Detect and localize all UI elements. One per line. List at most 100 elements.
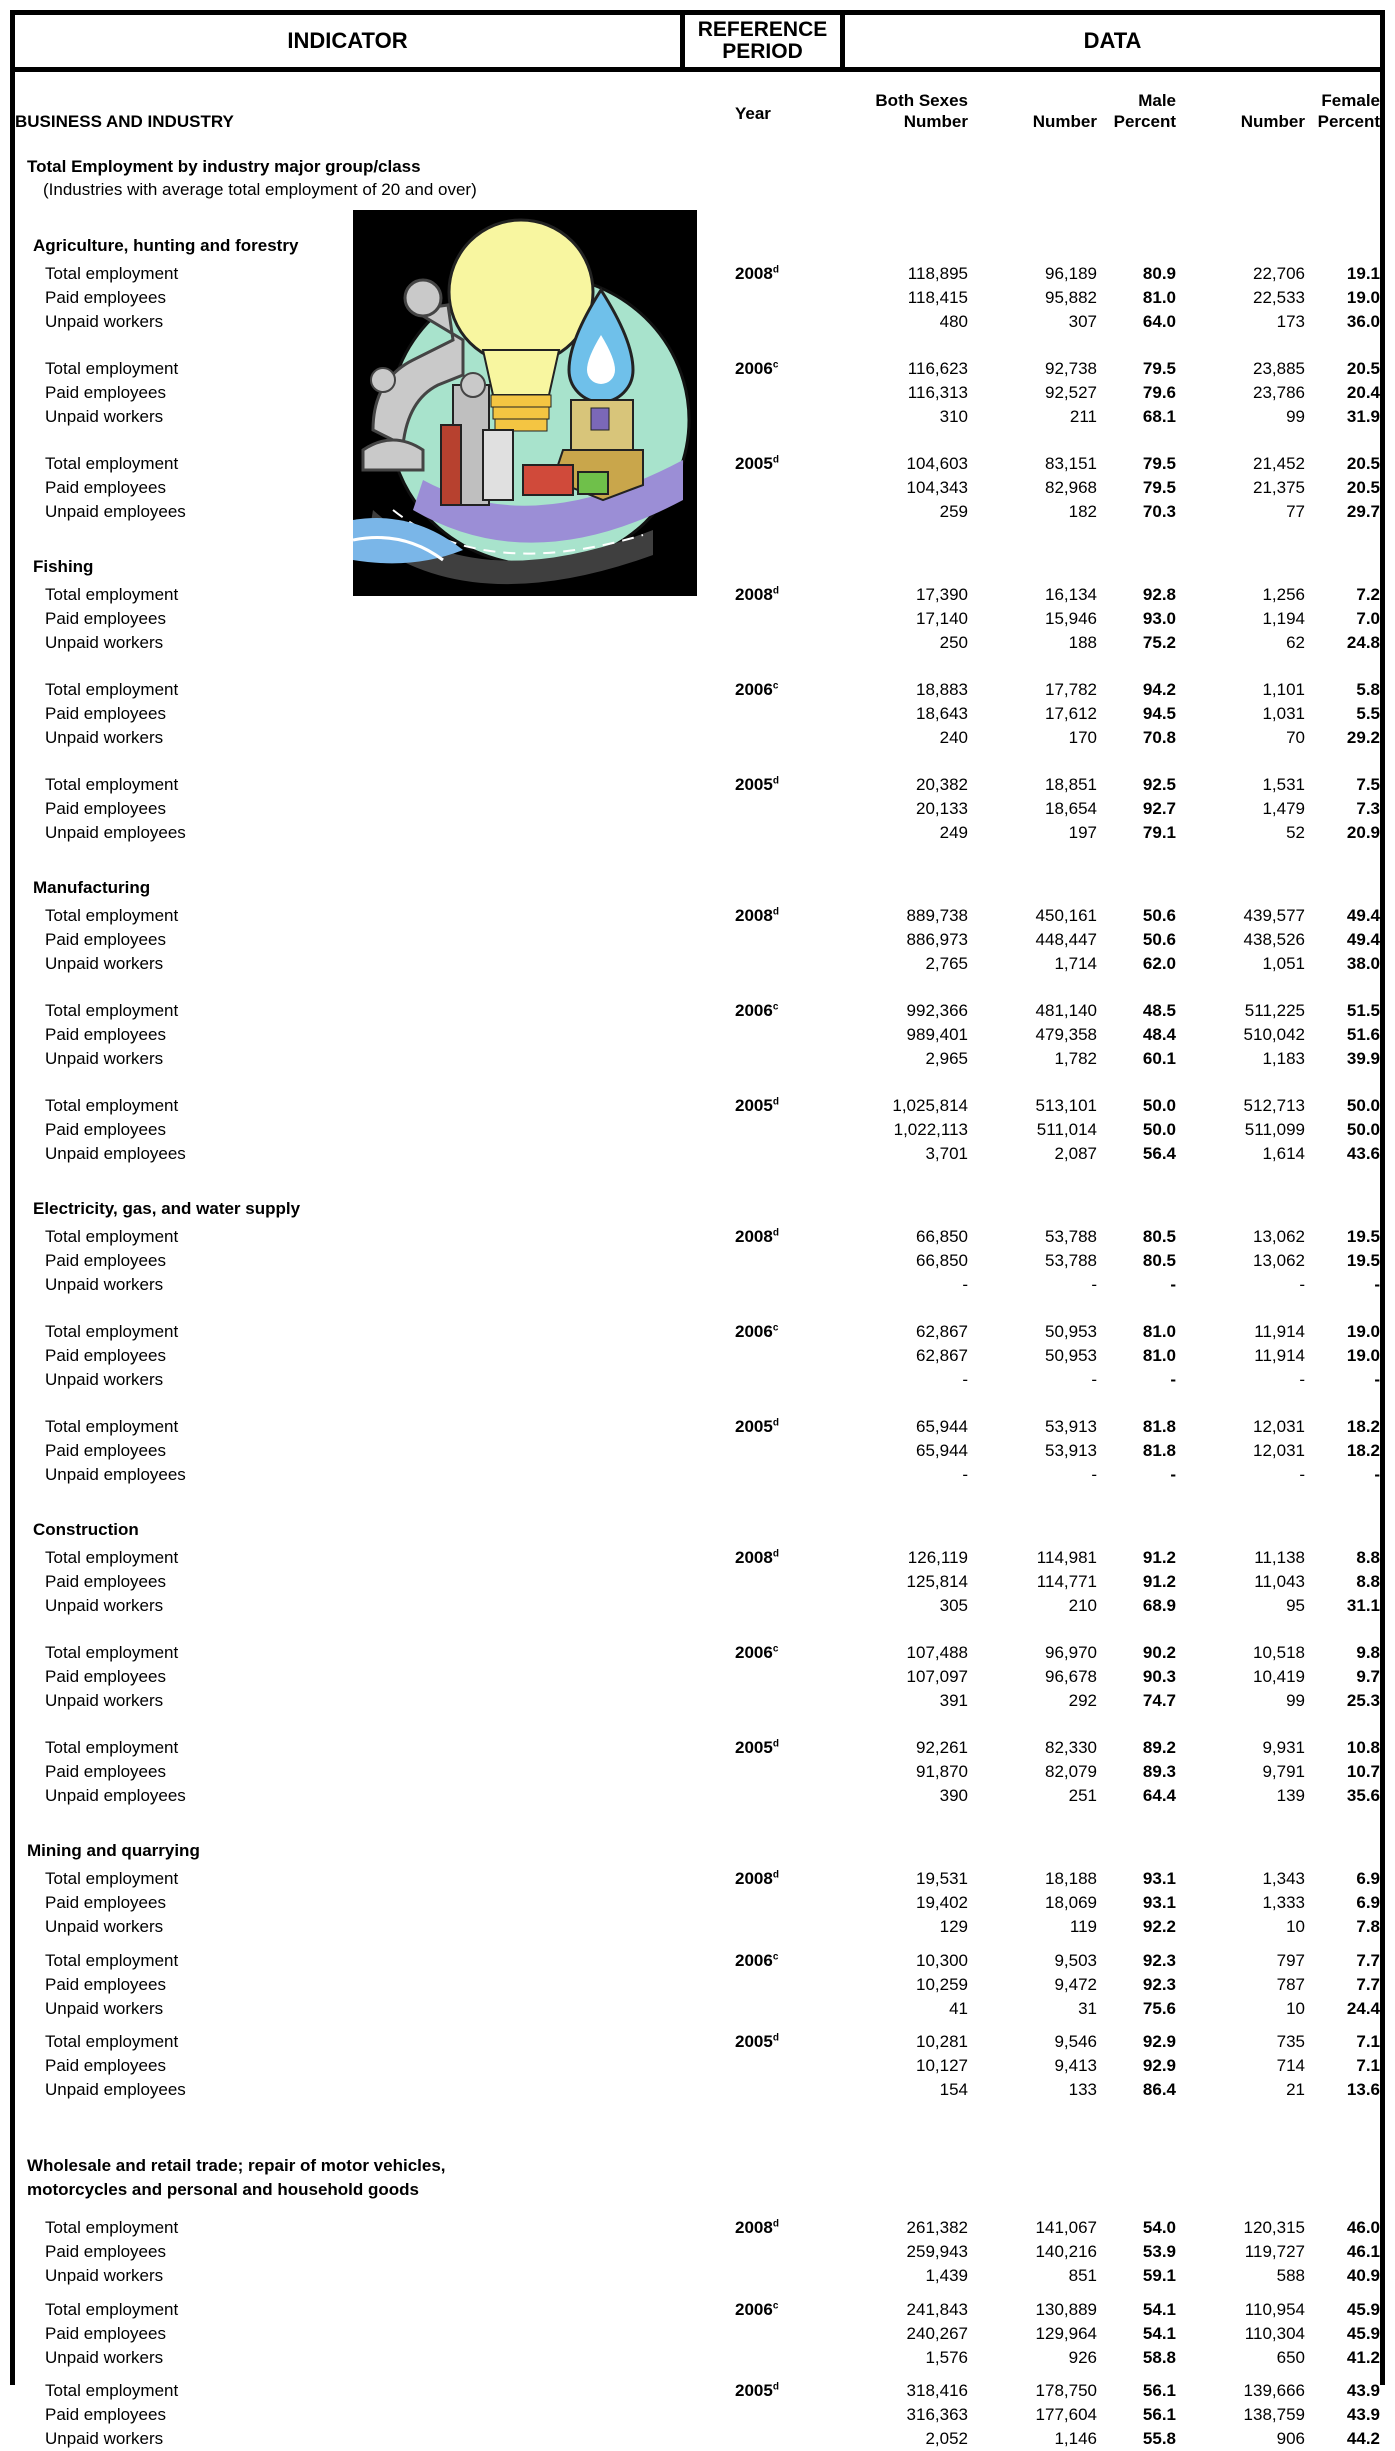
footnote-mark: d — [772, 775, 779, 787]
female-percent: 18.2 — [1346, 1417, 1380, 1436]
female-percent: 19.0 — [1346, 288, 1380, 307]
reference-year: 2006c — [735, 680, 779, 699]
male-number: 170 — [1068, 728, 1097, 747]
male-percent: 56.1 — [1142, 2381, 1176, 2400]
row-label: Total employment — [45, 1227, 179, 1246]
table-row: Paid employees 62,867 50,953 81.0 11,914 19.0 — [15, 1344, 1380, 1368]
male-number: 130,889 — [1035, 2300, 1097, 2319]
row-label: Paid employees — [45, 478, 166, 497]
female-percent: 7.3 — [1356, 799, 1380, 818]
female-percent: 45.9 — [1346, 2300, 1380, 2319]
both-sexes-number: 10,127 — [916, 2056, 968, 2075]
reference-year: 2005d — [735, 1738, 779, 1757]
male-percent: 64.4 — [1142, 1786, 1176, 1805]
male-percent: 92.9 — [1142, 2056, 1176, 2075]
male-number: 92,738 — [1045, 359, 1097, 378]
reference-year: 2008d — [735, 585, 779, 604]
row-label: Unpaid workers — [45, 312, 164, 331]
female-percent: 9.8 — [1356, 1643, 1380, 1662]
both-sexes-number: 3,701 — [925, 1144, 968, 1163]
row-label: Total employment — [45, 1738, 179, 1757]
male-number: 851 — [1068, 2266, 1097, 2285]
male-number: 177,604 — [1035, 2405, 1097, 2424]
reference-year: 2006c — [735, 1643, 779, 1662]
row-label: Paid employees — [45, 1572, 166, 1591]
both-sexes-header: Both Sexes Number — [875, 91, 968, 131]
footnote-mark: d — [772, 1096, 779, 1108]
female-number: 511,225 — [1244, 1001, 1305, 1020]
female-number: 650 — [1276, 2348, 1305, 2367]
both-sexes-number: 41 — [949, 1999, 968, 2018]
table-row: Total employment 118,895 96,189 80.9 22,706 1… — [15, 262, 1380, 286]
both-sexes-number: 390 — [939, 1786, 968, 1805]
table-row: Unpaid workers 129 119 92.2 10 7.8 — [15, 1915, 1380, 1939]
male-number: 114,771 — [1036, 1572, 1097, 1591]
reference-year: 2005d — [735, 775, 779, 794]
table-row: Unpaid workers 391 292 74.7 99 25.3 — [15, 1689, 1380, 1713]
male-number: 50,953 — [1045, 1346, 1097, 1365]
male-number: 18,654 — [1045, 799, 1097, 818]
male-percent: 94.5 — [1142, 704, 1176, 723]
table-row: Unpaid employees 259 182 70.3 77 29.7 — [15, 500, 1380, 524]
male-percent: 81.0 — [1142, 1322, 1176, 1341]
row-label: Unpaid workers — [45, 1691, 164, 1710]
male-number: 83,151 — [1045, 454, 1097, 473]
table-row: Paid employees 104,343 82,968 79.5 21,375 20.… — [15, 476, 1380, 500]
female-number: 139 — [1276, 1786, 1305, 1805]
female-number: - — [1299, 1275, 1305, 1294]
table-row: Unpaid workers 2,965 1,782 60.1 1,183 39.9 — [15, 1047, 1380, 1071]
table-row: Paid employees 20,133 18,654 92.7 1,479 7.3 — [15, 797, 1380, 821]
table-row: Total employment 20,382 18,851 92.5 1,531 7.5… — [15, 773, 1380, 797]
female-percent: 50.0 — [1346, 1120, 1380, 1139]
male-percent: 79.5 — [1142, 359, 1176, 378]
year-column-header: Year — [735, 104, 771, 123]
both-sexes-number: 104,603 — [906, 454, 968, 473]
category-label: BUSINESS AND INDUSTRY — [15, 112, 234, 131]
female-percent: - — [1374, 1465, 1380, 1484]
both-sexes-number: 305 — [939, 1596, 968, 1615]
female-number: 512,713 — [1243, 1096, 1305, 1115]
row-label: Total employment — [45, 2218, 179, 2237]
male-percent: 89.2 — [1142, 1738, 1176, 1757]
male-number: 1,146 — [1054, 2429, 1097, 2448]
row-label: Paid employees — [45, 1251, 166, 1270]
male-percent: 48.5 — [1142, 1001, 1176, 1020]
table-row: Paid employees 316,363 177,604 56.1 138,759 4… — [15, 2403, 1380, 2427]
row-label: Paid employees — [45, 2405, 166, 2424]
reference-year: 2006c — [735, 1322, 779, 1341]
male-number: 17,782 — [1045, 680, 1097, 699]
male-number: 18,069 — [1045, 1893, 1097, 1912]
female-number: - — [1299, 1465, 1305, 1484]
both-sexes-number: 249 — [939, 823, 968, 842]
both-sexes-number: 310 — [939, 407, 968, 426]
reference-year: 2006c — [735, 1001, 779, 1020]
female-percent: 7.2 — [1356, 585, 1380, 604]
row-label: Total employment — [45, 680, 179, 699]
table-row: Paid employees 125,814 114,771 91.2 11,043 8.… — [15, 1570, 1380, 1594]
table-row: Total employment 318,416 178,750 56.1 139,66… — [15, 2379, 1380, 2403]
female-number: 23,786 — [1253, 383, 1305, 402]
male-number: 96,678 — [1045, 1667, 1097, 1686]
male-percent: 79.6 — [1142, 383, 1176, 402]
both-sexes-number: 2,052 — [925, 2429, 968, 2448]
reference-year: 2005d — [735, 1417, 779, 1436]
row-label: Unpaid workers — [45, 407, 164, 426]
female-number: 11,914 — [1254, 1346, 1305, 1365]
male-number: 16,134 — [1045, 585, 1097, 604]
row-label: Total employment — [45, 585, 179, 604]
female-number: 1,333 — [1262, 1893, 1305, 1912]
male-number: 251 — [1068, 1786, 1097, 1805]
male-percent: - — [1170, 1465, 1176, 1484]
female-percent: 29.7 — [1346, 502, 1380, 521]
male-percent: 86.4 — [1142, 2080, 1176, 2099]
both-sexes-number: 126,119 — [907, 1548, 968, 1567]
indicator-header: INDICATOR — [15, 15, 680, 72]
both-sexes-number: 19,531 — [916, 1869, 968, 1888]
female-number: 1,479 — [1262, 799, 1305, 818]
table-row: Paid employees 240,267 129,964 54.1 110,304 4… — [15, 2322, 1380, 2346]
row-label: Paid employees — [45, 1025, 166, 1044]
female-percent: 31.9 — [1346, 407, 1380, 426]
male-number: 82,330 — [1045, 1738, 1097, 1757]
male-percent: - — [1170, 1370, 1176, 1389]
female-percent: - — [1374, 1370, 1380, 1389]
